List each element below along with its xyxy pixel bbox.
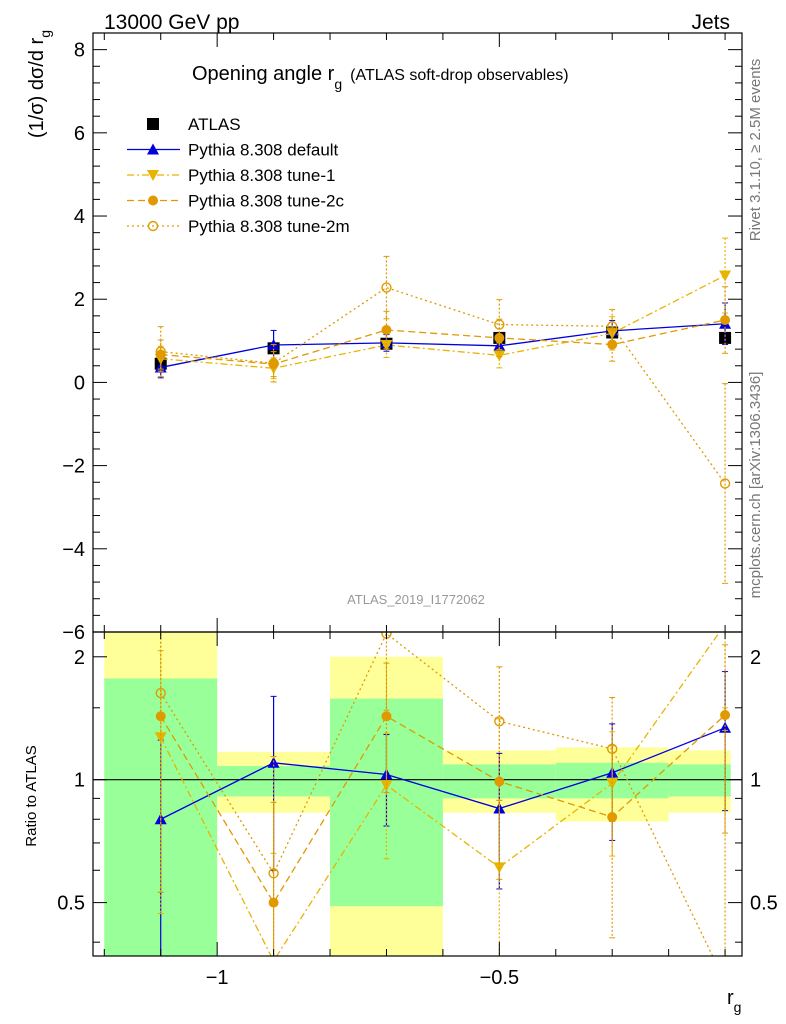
main-ytick-label-0: −6 [62,622,85,644]
main-point-pythia-8-308-tune-1-5 [719,270,732,282]
main-point-pythia-8-308-tune-1-2 [380,339,393,351]
ratio-point-pythia-8-308-tune-2c-5 [720,710,731,721]
main-y-axis-label-sub: g [37,30,53,38]
legend-marker-pythia-8-308-tune-2c [148,195,158,206]
legend-item-pythia-8-308-default: Pythia 8.308 default [127,141,339,160]
main-line-pythia-8-308-tune-2m [160,286,726,484]
xtick-label-0: −1 [206,967,229,989]
main-point-pythia-8-308-tune-2m-1 [268,358,279,369]
legend-marker-pythia-8-308-tune-1 [147,170,159,181]
ratio-point-pythia-8-308-tune-2m-1 [268,868,279,879]
main-y-axis-label: (1/σ) dσ/d rg [26,30,53,138]
legend-label-pythia-8-308-tune-2m: Pythia 8.308 tune-2m [188,217,350,236]
ratio-series-group [154,632,732,986]
main-series-pythia-8-308-tune-2c [155,286,731,378]
ratio-ytick-label-right-2: 2 [750,647,761,669]
rivet-version-label: Rivet 3.1.10, ≥ 2.5M events [747,59,764,242]
legend-marker-atlas [147,118,159,130]
main-point-pythia-8-308-tune-2c-5 [720,315,731,326]
ratio-point-pythia-8-308-tune-2c-0 [155,711,166,722]
ratio-point-pythia-8-308-tune-2c-3 [494,776,505,787]
legend-item-pythia-8-308-tune-2c: Pythia 8.308 tune-2c [127,192,344,211]
legend-item-pythia-8-308-tune-1: Pythia 8.308 tune-1 [127,166,335,185]
legend-label-pythia-8-308-tune-1: Pythia 8.308 tune-1 [188,166,335,185]
x-axis-label: rg [727,987,741,1015]
ratio-point-pythia-8-308-tune-2c-1 [268,897,279,908]
main-line-pythia-8-308-default [160,323,726,369]
main-y-axis-label-text: (1/σ) dσ/d r [26,37,48,138]
main-ytick-label-3: 0 [74,372,85,394]
main-point-pythia-8-308-tune-2c-4 [607,339,618,350]
ratio-point-pythia-8-308-tune-2c-4 [607,812,618,823]
main-ytick-label-4: 2 [74,289,85,311]
x-axis-label-text: r [727,987,734,1009]
main-title-text: Opening angle r [192,63,335,85]
ratio-y-axis-label: Ratio to ATLAS [23,745,40,846]
main-title-sub: g [334,76,342,92]
axes-frames: −6 −4 −2 0 2 4 6 8 0.5 0.5 1 1 2 2 −1 −0.5 [57,32,778,989]
ratio-frame [92,631,743,957]
main-point-pythia-8-308-tune-2m-0 [155,346,166,357]
main-series-group [154,237,732,584]
main-line-pythia-8-308-tune-2c [160,319,726,365]
ratio-ytick-label-right-1: 1 [750,770,761,792]
ratio-series-pythia-8-308-tune-2m [155,632,730,986]
legend-label-atlas: ATLAS [188,115,241,134]
legend-marker-pythia-8-308-tune-2m [147,220,159,232]
main-line-pythia-8-308-tune-1 [160,274,726,369]
main-series-atlas [154,326,732,370]
ratio-point-pythia-8-308-tune-1-1 [267,955,280,956]
main-title-suffix: (ATLAS soft-drop observables) [350,67,568,84]
main-ytick-label-5: 4 [74,206,85,228]
ratio-point-pythia-8-308-tune-1-2 [380,780,393,792]
legend-label-pythia-8-308-tune-2c: Pythia 8.308 tune-2c [188,192,344,211]
ratio-line-pythia-8-308-default [160,727,726,820]
main-series-pythia-8-308-tune-1 [154,237,732,380]
main-point-pythia-8-308-tune-2m-4 [607,321,618,332]
ratio-point-pythia-8-308-tune-2m-5 [721,977,730,986]
ratio-line-pythia-8-308-tune-1 [160,632,721,956]
main-series-pythia-8-308-default [154,302,732,379]
main-point-pythia-8-308-tune-2c-0 [155,349,166,360]
ratio-ytick-label-left-1: 1 [74,770,85,792]
main-point-pythia-8-308-tune-2m-2 [381,282,392,293]
xtick-label-1: −0.5 [480,967,519,989]
legend: ATLAS Pythia 8.308 default Pythia 8.308 tu… [127,115,350,236]
main-title: Opening angle rg (ATLAS soft-drop observa… [192,63,569,92]
main-point-pythia-8-308-tune-2c-2 [381,325,392,336]
legend-item-pythia-8-308-tune-2m: Pythia 8.308 tune-2m [127,217,350,236]
ratio-point-pythia-8-308-tune-2m-0 [155,687,166,699]
ratio-point-pythia-8-308-tune-2c-2 [381,711,392,722]
main-ytick-label-1: −4 [62,539,85,561]
mcplots-source-label: mcplots.cern.ch [arXiv:1306.3436] [747,372,764,599]
header-left-label: 13000 GeV pp [104,11,239,34]
ratio-point-pythia-8-308-tune-2m-4 [607,743,618,755]
main-series-pythia-8-308-tune-2m [155,255,731,584]
ratio-line-pythia-8-308-tune-2c [160,714,726,904]
main-point-pythia-8-308-tune-2c-3 [494,332,505,343]
legend-item-atlas: ATLAS [147,115,241,134]
ratio-point-pythia-8-308-tune-2m-3 [494,716,505,727]
ratio-band-inner-5 [668,764,731,797]
header-right-label: Jets [691,11,730,34]
main-ytick-label-6: 6 [74,123,85,145]
main-point-pythia-8-308-tune-2m-3 [494,319,505,330]
main-ytick-label-2: −2 [62,456,85,478]
legend-marker-pythia-8-308-default [147,143,159,155]
ratio-series-pythia-8-308-tune-1 [154,632,729,956]
ratio-ytick-label-right-0: 0.5 [750,893,778,915]
legend-label-pythia-8-308-default: Pythia 8.308 default [188,141,339,160]
ratio-ytick-label-left-2: 2 [74,647,85,669]
ratio-ytick-label-left-0: 0.5 [57,893,85,915]
analysis-id-label: ATLAS_2019_I1772062 [347,592,485,607]
x-axis-label-sub: g [734,999,742,1015]
main-point-pythia-8-308-tune-2m-5 [719,478,731,489]
main-ytick-label-7: 8 [74,40,85,62]
